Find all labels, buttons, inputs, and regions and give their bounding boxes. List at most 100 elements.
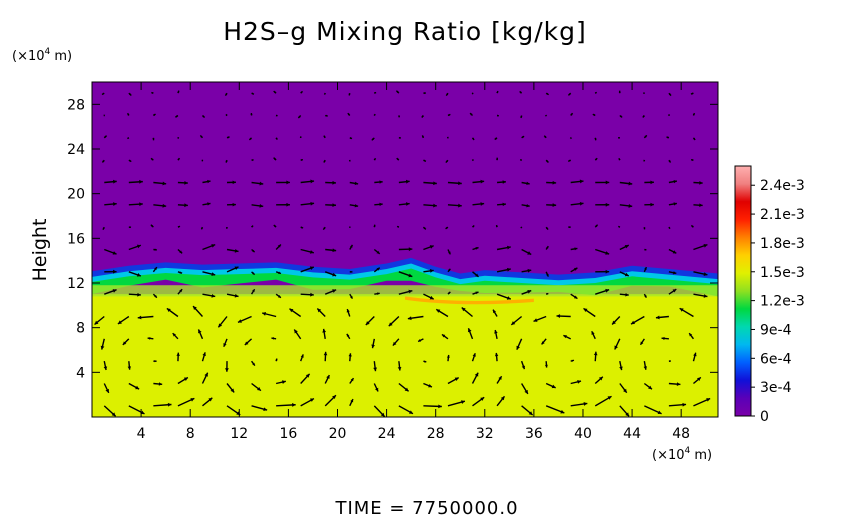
vector-arrow-363 bbox=[679, 307, 694, 318]
vector-arrow-285 bbox=[570, 380, 582, 385]
chart-title: H2S–g Mixing Ratio [kg/kg] bbox=[223, 17, 587, 46]
vector-arrow-209 bbox=[447, 400, 466, 407]
vector-arrow-50 bbox=[177, 288, 183, 295]
vector-arrow-133 bbox=[300, 90, 304, 94]
vector-arrow-329 bbox=[644, 405, 662, 415]
vector-arrow-185 bbox=[398, 271, 413, 278]
vector-arrow-3 bbox=[100, 338, 105, 350]
vector-arrow-249 bbox=[497, 180, 506, 184]
vector-arrow-293 bbox=[570, 201, 584, 206]
vector-arrow-69 bbox=[202, 202, 211, 206]
vector-arrow-152 bbox=[346, 333, 351, 340]
vector-arrow-119 bbox=[300, 397, 315, 407]
vector-arrow-8 bbox=[102, 226, 105, 230]
vector-arrow-306 bbox=[595, 248, 610, 255]
vector-arrow-182 bbox=[392, 338, 400, 347]
vector-arrow-308 bbox=[595, 202, 610, 207]
y-tick-label-2: 12 bbox=[67, 276, 85, 292]
vector-arrow-18 bbox=[122, 338, 130, 346]
vector-arrow-97 bbox=[251, 225, 254, 228]
vector-arrow-29 bbox=[128, 92, 132, 96]
vector-arrow-120 bbox=[300, 373, 311, 384]
vector-arrow-77 bbox=[223, 338, 228, 348]
vector-arrow-44 bbox=[151, 91, 154, 95]
vector-arrow-342 bbox=[642, 115, 645, 118]
vector-arrow-160 bbox=[348, 159, 351, 162]
vector-arrow-55 bbox=[177, 180, 188, 185]
vector-arrow-117 bbox=[275, 114, 278, 117]
vector-arrow-140 bbox=[324, 271, 337, 277]
vector-arrow-123 bbox=[289, 308, 302, 318]
interface-transition bbox=[92, 285, 718, 297]
x-unit-label: (×104 m) bbox=[652, 446, 712, 463]
vector-arrow-261 bbox=[521, 248, 532, 256]
vector-arrow-58 bbox=[175, 114, 179, 118]
vector-arrow-17 bbox=[127, 361, 132, 370]
vector-arrow-34 bbox=[137, 315, 154, 320]
y-tick-label-3: 16 bbox=[67, 231, 85, 247]
vector-arrow-319 bbox=[619, 292, 629, 297]
vector-arrow-366 bbox=[693, 243, 708, 251]
vector-arrow-163 bbox=[348, 92, 351, 96]
vector-arrow-355 bbox=[668, 159, 672, 163]
vector-arrow-102 bbox=[250, 113, 253, 116]
vector-arrow-104 bbox=[276, 403, 296, 407]
vector-arrow-344 bbox=[668, 402, 687, 407]
vector-arrow-60 bbox=[202, 397, 213, 407]
vector-arrow-52 bbox=[177, 248, 183, 254]
vector-arrow-257 bbox=[516, 338, 523, 350]
vector-arrow-252 bbox=[496, 114, 499, 117]
interface-edge-blue bbox=[92, 257, 718, 281]
vector-arrow-310 bbox=[594, 157, 598, 161]
vector-arrow-341 bbox=[643, 134, 648, 139]
vector-arrow-116 bbox=[275, 137, 278, 140]
vector-arrow-143 bbox=[325, 203, 337, 208]
vector-arrow-191 bbox=[398, 136, 401, 139]
x-unit-prefix: (×10 bbox=[652, 448, 685, 463]
vector-arrow-43 bbox=[152, 113, 156, 117]
vector-arrow-173 bbox=[374, 202, 383, 207]
vector-arrow-320 bbox=[619, 271, 630, 277]
vector-arrow-139 bbox=[324, 289, 337, 295]
vector-arrow-222 bbox=[447, 113, 451, 117]
vector-arrow-4 bbox=[94, 315, 105, 326]
layer-lower bbox=[92, 294, 718, 417]
vector-arrow-281 bbox=[543, 135, 547, 139]
vector-arrow-109 bbox=[275, 293, 282, 299]
vector-arrow-253 bbox=[496, 90, 499, 94]
vector-arrow-103 bbox=[251, 92, 255, 95]
vector-arrow-213 bbox=[435, 308, 449, 318]
vector-arrow-244 bbox=[496, 293, 512, 300]
vector-arrow-118 bbox=[273, 90, 277, 94]
vector-arrow-269 bbox=[545, 405, 565, 414]
x-tick-label-5: 24 bbox=[378, 426, 396, 442]
vector-arrow-51 bbox=[177, 271, 183, 274]
vector-arrow-7 bbox=[104, 248, 117, 255]
vector-arrow-41 bbox=[150, 157, 154, 161]
y-unit-prefix: (×10 bbox=[12, 49, 45, 64]
vector-arrow-367 bbox=[690, 224, 694, 228]
vector-arrow-324 bbox=[619, 181, 633, 186]
vector-arrow-267 bbox=[520, 115, 523, 119]
vector-arrow-208 bbox=[423, 92, 426, 95]
vector-arrow-233 bbox=[472, 202, 485, 206]
vector-arrow-33 bbox=[147, 337, 154, 340]
vector-arrow-161 bbox=[349, 137, 353, 140]
vector-arrow-54 bbox=[177, 203, 188, 208]
vector-arrow-338 bbox=[644, 202, 654, 207]
vector-arrow-19 bbox=[117, 315, 130, 325]
vector-arrow-130 bbox=[300, 158, 304, 162]
vector-arrow-45 bbox=[177, 397, 195, 407]
vector-arrow-271 bbox=[544, 361, 548, 368]
vector-arrow-138 bbox=[316, 308, 326, 317]
vector-arrow-98 bbox=[251, 203, 264, 208]
vector-arrow-242 bbox=[494, 329, 498, 339]
vector-arrow-207 bbox=[421, 115, 424, 118]
vector-arrow-1 bbox=[103, 383, 110, 394]
vector-arrow-241 bbox=[494, 352, 499, 362]
vector-arrow-259 bbox=[521, 289, 532, 295]
vector-arrow-237 bbox=[469, 112, 474, 116]
vector-arrow-93 bbox=[237, 315, 252, 324]
vector-arrow-115 bbox=[273, 157, 277, 161]
vector-arrow-84 bbox=[226, 180, 236, 185]
